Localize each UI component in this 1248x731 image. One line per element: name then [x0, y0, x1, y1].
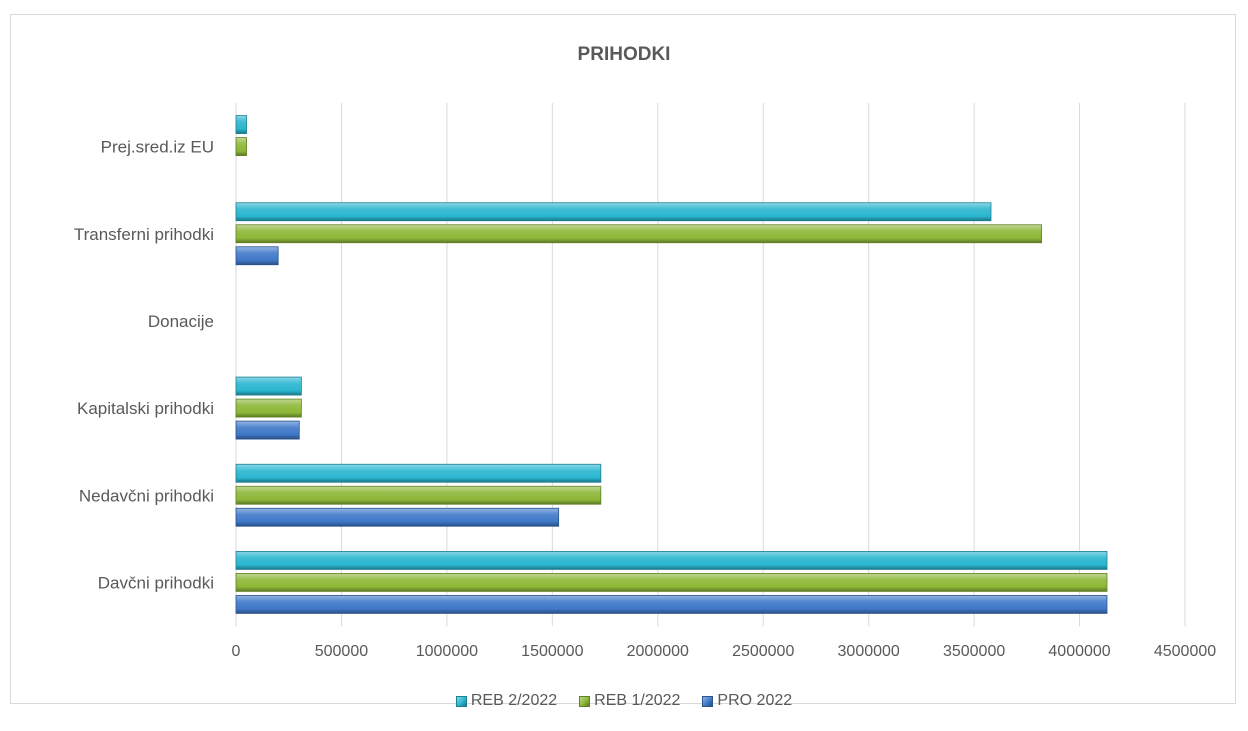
bar	[235, 398, 302, 418]
category-label: Nedavčni prihodki	[79, 486, 214, 505]
x-tick-label: 2000000	[627, 643, 689, 660]
category-label: Transferni prihodki	[74, 225, 214, 244]
legend-swatch	[579, 695, 591, 707]
bar	[235, 573, 1108, 592]
x-tick-label: 1000000	[416, 643, 478, 660]
x-tick-label: 2500000	[732, 643, 794, 660]
bar	[235, 551, 1108, 570]
category-label: Donacije	[148, 312, 214, 331]
bar	[235, 202, 992, 222]
bar	[235, 376, 302, 396]
bar	[235, 246, 279, 266]
category-label: Davčni prihodki	[98, 573, 214, 592]
category-label: Kapitalski prihodki	[77, 399, 214, 418]
bar	[235, 595, 1108, 614]
x-tick-label: 4500000	[1154, 643, 1216, 660]
bar	[235, 115, 247, 134]
bar	[235, 137, 247, 156]
x-tick-label: 4000000	[1048, 643, 1110, 660]
chart-title: PRIHODKI	[577, 44, 671, 65]
x-tick-label: 3500000	[943, 643, 1005, 660]
bar	[235, 507, 560, 527]
category-label: Prej.sred.iz EU	[101, 138, 214, 157]
legend-label: REB 2/2022	[470, 692, 558, 709]
legend-label: REB 1/2022	[594, 692, 681, 709]
x-tick-label: 3000000	[838, 643, 900, 660]
x-tick-label: 500000	[315, 643, 368, 660]
bar	[235, 463, 602, 483]
legend-swatch	[702, 695, 714, 707]
bar	[235, 224, 1042, 244]
legend-item: REB 2/2022	[455, 692, 558, 710]
bar	[235, 420, 300, 440]
x-tick-label: 0	[232, 643, 241, 660]
x-tick-label: 1500000	[521, 643, 583, 660]
legend-label: PRO 2022	[717, 692, 793, 709]
legend-swatch	[455, 695, 467, 707]
legend: REB 2/2022 REB 1/2022 PRO 2022	[0, 688, 1248, 714]
legend-item: PRO 2022	[702, 692, 792, 710]
bar	[235, 485, 602, 505]
legend-item: REB 1/2022	[579, 692, 680, 710]
